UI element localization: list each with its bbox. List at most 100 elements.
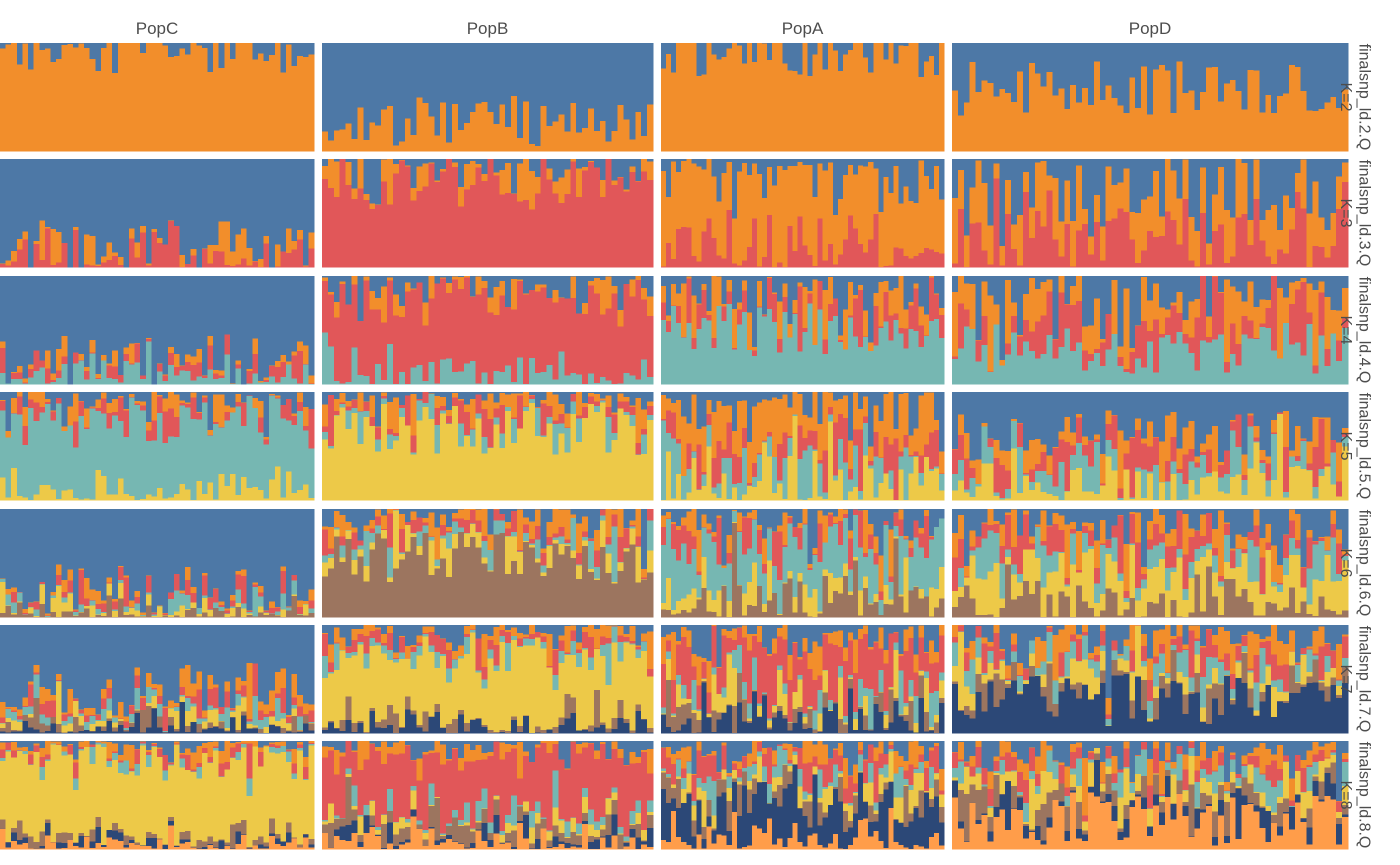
admixture-bar-segment [933, 318, 940, 385]
admixture-bar-segment [207, 709, 214, 723]
admixture-bar-segment [847, 315, 854, 318]
admixture-bar-segment [1158, 542, 1166, 560]
admixture-bar-segment [475, 383, 483, 385]
admixture-bar-segment [975, 159, 983, 161]
admixture-bar-segment [686, 612, 692, 618]
admixture-bar-segment [457, 392, 465, 400]
admixture-bar-segment [1058, 256, 1065, 268]
admixture-bar-segment [629, 525, 636, 528]
admixture-bar-segment [363, 194, 370, 201]
admixture-bar-segment [499, 509, 506, 515]
admixture-bar-segment [1147, 392, 1154, 422]
admixture-bar-segment [39, 412, 46, 486]
admixture-bar-segment [345, 400, 353, 407]
admixture-bar-segment [1011, 224, 1018, 250]
admixture-bar-segment [1076, 468, 1083, 501]
admixture-bar-segment [50, 592, 57, 596]
admixture-bar-segment [957, 480, 965, 501]
admixture-bar-segment [1247, 320, 1255, 339]
admixture-bar-segment [842, 518, 849, 564]
admixture-bar-segment [257, 43, 265, 55]
admixture-bar-segment [218, 706, 225, 715]
admixture-bar-segment [235, 690, 242, 695]
admixture-bar-segment [1271, 582, 1278, 587]
admixture-bar-segment [369, 395, 376, 418]
admixture-bar-segment [593, 550, 601, 568]
admixture-bar-segment [546, 537, 554, 546]
admixture-bar-segment [162, 398, 169, 413]
admixture-bar-segment [741, 162, 748, 261]
admixture-bar-segment [623, 189, 630, 192]
admixture-bar-segment [1200, 535, 1207, 547]
admixture-bar-segment [84, 234, 91, 265]
admixture-bar-segment [44, 731, 52, 734]
admixture-bar-segment [33, 674, 40, 699]
admixture-bar-segment [1099, 100, 1107, 152]
admixture-bar-segment [868, 161, 874, 240]
admixture-bar-segment [528, 289, 536, 359]
admixture-bar-segment [1052, 159, 1059, 179]
admixture-bar-segment [201, 47, 209, 152]
admixture-bar-segment [117, 159, 124, 258]
admixture-bar-segment [469, 159, 477, 162]
admixture-bar-segment [44, 717, 52, 726]
admixture-bar-segment [1206, 392, 1213, 435]
admixture-bar-segment [757, 586, 763, 618]
admixture-bar-segment [762, 316, 768, 385]
admixture-bar-segment [475, 520, 483, 533]
admixture-bar-segment [168, 159, 175, 222]
admixture-bar-segment [878, 457, 884, 459]
admixture-bar-segment [493, 43, 500, 125]
admixture-bar-segment [1282, 159, 1290, 196]
admixture-bar-segment [67, 406, 74, 427]
admixture-bar-segment [173, 494, 181, 501]
admixture-bar-segment [913, 283, 920, 290]
admixture-bar-segment [1312, 486, 1320, 500]
admixture-bar-segment [802, 509, 809, 524]
admixture-bar-segment [853, 509, 859, 516]
admixture-bar-segment [291, 66, 298, 152]
admixture-bar-segment [1017, 159, 1024, 216]
admixture-bar-segment [1028, 207, 1036, 239]
admixture-bar-segment [546, 297, 554, 366]
admixture-bar-segment [1099, 338, 1107, 343]
admixture-bar-segment [570, 392, 577, 395]
admixture-bar-segment [1259, 323, 1266, 328]
admixture-bar-segment [1182, 159, 1190, 200]
admixture-bar-segment [993, 440, 1000, 459]
admixture-bar-segment [726, 276, 733, 281]
admixture-bar-segment [898, 394, 905, 453]
admixture-bar-segment [1082, 276, 1089, 327]
admixture-bar-segment [726, 280, 733, 292]
admixture-bar-segment [487, 111, 495, 152]
admixture-bar-segment [511, 159, 518, 194]
admixture-bar-segment [1111, 448, 1119, 472]
admixture-bar-segment [274, 43, 281, 152]
admixture-bar-segment [452, 159, 459, 164]
admixture-bar-segment [1318, 159, 1325, 219]
admixture-bar-segment [999, 245, 1006, 266]
admixture-bar-segment [39, 723, 46, 733]
admixture-bar-segment [157, 616, 164, 618]
admixture-bar-segment [134, 342, 141, 344]
admixture-bar-segment [1082, 444, 1089, 457]
admixture-bar-segment [511, 96, 518, 152]
admixture-bar-segment [842, 509, 849, 515]
strip-file-label: finalsnp_ld.6.Q [1356, 510, 1373, 617]
admixture-bar-segment [162, 615, 169, 618]
admixture-bar-segment [827, 276, 834, 305]
admixture-bar-segment [463, 509, 471, 521]
admixture-bar-segment [463, 520, 471, 534]
admixture-bar-segment [1011, 448, 1018, 501]
admixture-bar-segment [517, 550, 524, 552]
admixture-bar-segment [33, 276, 40, 351]
admixture-bar-segment [291, 378, 298, 385]
admixture-bar-segment [1336, 108, 1343, 152]
admixture-bar-segment [787, 43, 793, 72]
admixture-bar-segment [224, 616, 231, 618]
admixture-bar-segment [381, 530, 388, 539]
admixture-bar-segment [39, 687, 46, 705]
admixture-bar-segment [246, 395, 253, 397]
admixture-bar-segment [1277, 412, 1284, 415]
admixture-bar-segment [333, 509, 341, 512]
